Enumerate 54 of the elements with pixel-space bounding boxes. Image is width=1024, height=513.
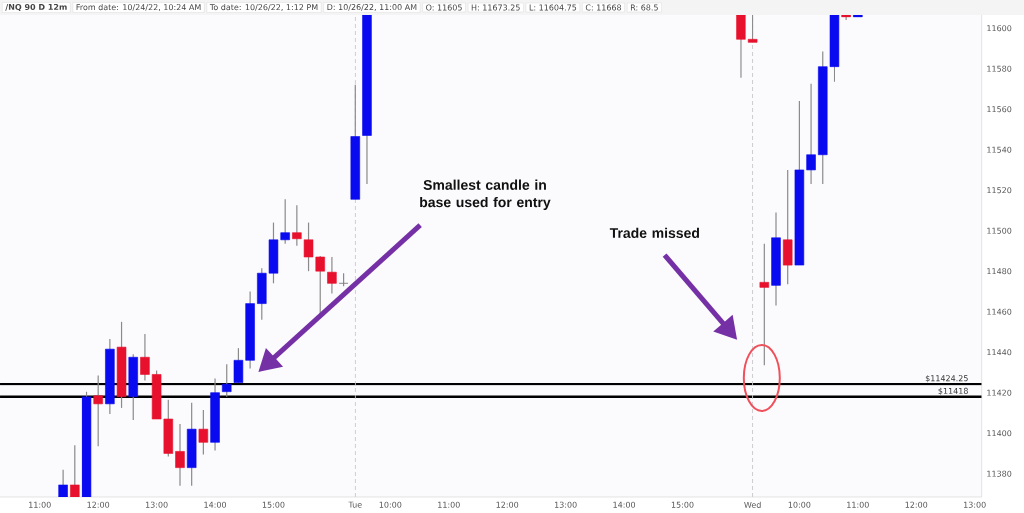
y-tick-label: 11480 — [987, 268, 1012, 275]
candlestick — [327, 256, 337, 295]
candlestick — [747, 15, 758, 43]
x-tick-label: 10:00 — [788, 501, 811, 508]
y-tick-label: 11460 — [987, 308, 1012, 315]
text: C: 11668 — [585, 4, 622, 11]
ref-line-label: $11424.25 — [925, 375, 968, 383]
candlestick — [175, 423, 185, 487]
candlestick — [221, 363, 232, 398]
x-tick-label: 13:00 — [964, 501, 986, 508]
ref-line-label: $11418 — [938, 387, 968, 395]
x-tick-label: 14:00 — [204, 501, 227, 508]
text: From date: 10/24/22, 10:24 AM — [76, 3, 201, 12]
annotation: Smallest candle in base used for entry — [420, 179, 551, 210]
text: O: 11605 — [426, 4, 462, 11]
x-tick-label: Wed — [744, 501, 761, 508]
x-tick-label: 12:00 — [496, 501, 519, 508]
chart-title: /NQ 90 D 12m — [5, 3, 67, 12]
x-tick-label: 12:00 — [905, 501, 928, 508]
y-tick-label: 11580 — [987, 65, 1012, 72]
x-tick-label: 14:00 — [613, 501, 636, 508]
x-tick-label: 13:00 — [555, 501, 577, 508]
candlestick — [198, 409, 209, 456]
x-tick-label: 15:00 — [262, 501, 285, 508]
y-tick-label: 11500 — [987, 227, 1012, 234]
text: L: 11604.75 — [529, 4, 577, 11]
x-tick-label: 15:00 — [671, 501, 694, 508]
y-tick-label: 11560 — [987, 106, 1012, 113]
candlestick — [58, 469, 68, 497]
x-tick-label: 11:00 — [438, 501, 460, 508]
x-tick-label: 11:00 — [29, 501, 51, 508]
text: D: 10/26/22, 11:00 AM — [327, 4, 417, 11]
text: To date: 10/26/22, 1:12 PM — [209, 3, 318, 12]
x-tick-label: Tue — [348, 501, 362, 508]
candlestick — [759, 243, 770, 366]
x-tick-label: 12:00 — [87, 501, 110, 508]
y-tick-label: 11400 — [987, 430, 1012, 437]
candlestick — [70, 444, 80, 497]
x-tick-label: 10:00 — [379, 501, 402, 508]
text: H: 11673.25 — [471, 4, 520, 11]
y-tick-label: 11380 — [987, 470, 1012, 477]
candlestick — [140, 333, 150, 382]
y-tick-label: 11420 — [987, 389, 1012, 396]
candlestick — [93, 374, 103, 447]
candlestick — [292, 204, 302, 247]
x-tick-label: 13:00 — [145, 501, 168, 508]
y-tick-label: 11520 — [987, 187, 1012, 194]
y-tick-label: 11600 — [987, 25, 1012, 32]
x-tick-label: 11:00 — [847, 501, 869, 508]
candlestick — [806, 83, 816, 185]
y-tick-label: 11440 — [987, 349, 1012, 356]
text: R: 68.5 — [630, 4, 658, 11]
annotation: Trade missed — [609, 227, 699, 239]
y-tick-label: 11540 — [987, 146, 1012, 153]
